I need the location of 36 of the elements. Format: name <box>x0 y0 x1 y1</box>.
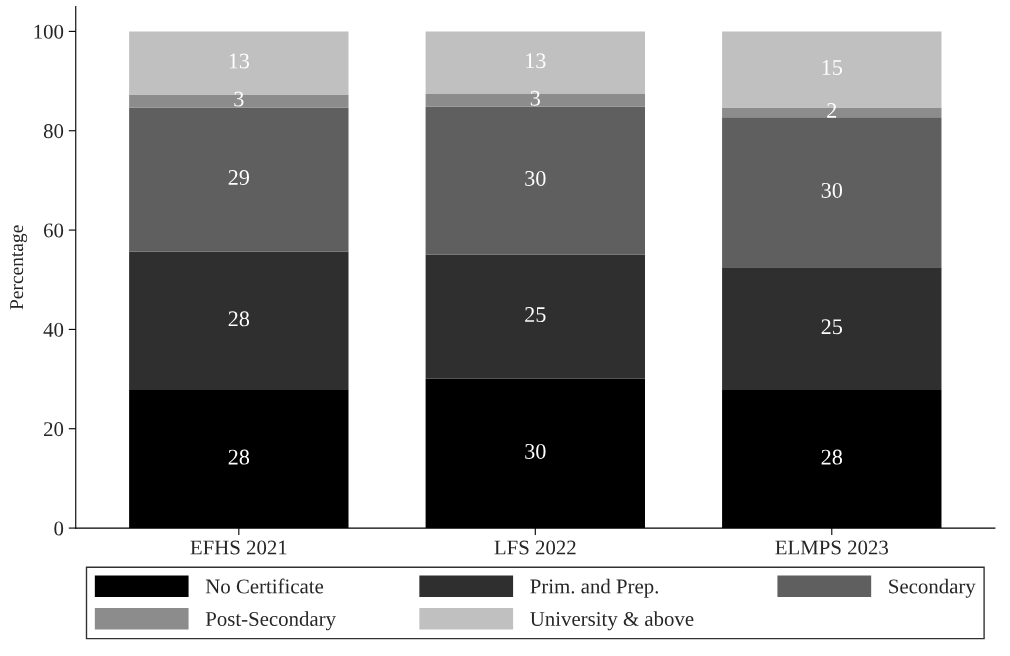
legend-label: Post-Secondary <box>205 611 336 631</box>
y-tick-label: 80 <box>43 124 64 139</box>
bar <box>722 117 942 268</box>
x-tick-label: EFHS 2021 <box>190 540 287 555</box>
data-label: 28 <box>821 449 843 465</box>
legend-label: Secondary <box>889 578 976 598</box>
bar <box>129 251 349 390</box>
bar <box>129 107 349 252</box>
data-label: 29 <box>228 170 250 185</box>
y-tick-label: 0 <box>54 521 64 536</box>
data-label: 13 <box>526 53 546 69</box>
y-tick-label: 60 <box>44 223 64 238</box>
data-label: 15 <box>822 60 843 75</box>
bar <box>722 267 942 390</box>
x-tick-label: LFS 2022 <box>494 540 576 555</box>
y-tick-label: 20 <box>44 422 64 437</box>
data-label: 25 <box>821 319 843 335</box>
data-label: 25 <box>525 307 546 323</box>
bar <box>425 106 645 255</box>
x-tick-label: ELMPS 2023 <box>775 540 888 555</box>
data-label: 28 <box>228 449 250 465</box>
y-tick-label: 40 <box>43 322 64 337</box>
data-label: 28 <box>228 311 250 327</box>
data-label: 30 <box>525 443 546 459</box>
y-axis-title: Percentage <box>10 225 28 310</box>
data-label: 30 <box>525 170 546 186</box>
legend-label: University & above <box>530 611 694 631</box>
data-label: 3 <box>530 90 540 106</box>
legend-label: No Certificate <box>205 578 324 594</box>
data-label: 13 <box>229 53 250 69</box>
data-label: 2 <box>827 102 837 118</box>
bar <box>425 254 645 379</box>
legend-label: Prim. and Prep. <box>530 578 659 598</box>
data-label: 3 <box>234 91 244 107</box>
y-tick-label: 100 <box>34 24 64 39</box>
data-label: 30 <box>821 182 843 198</box>
